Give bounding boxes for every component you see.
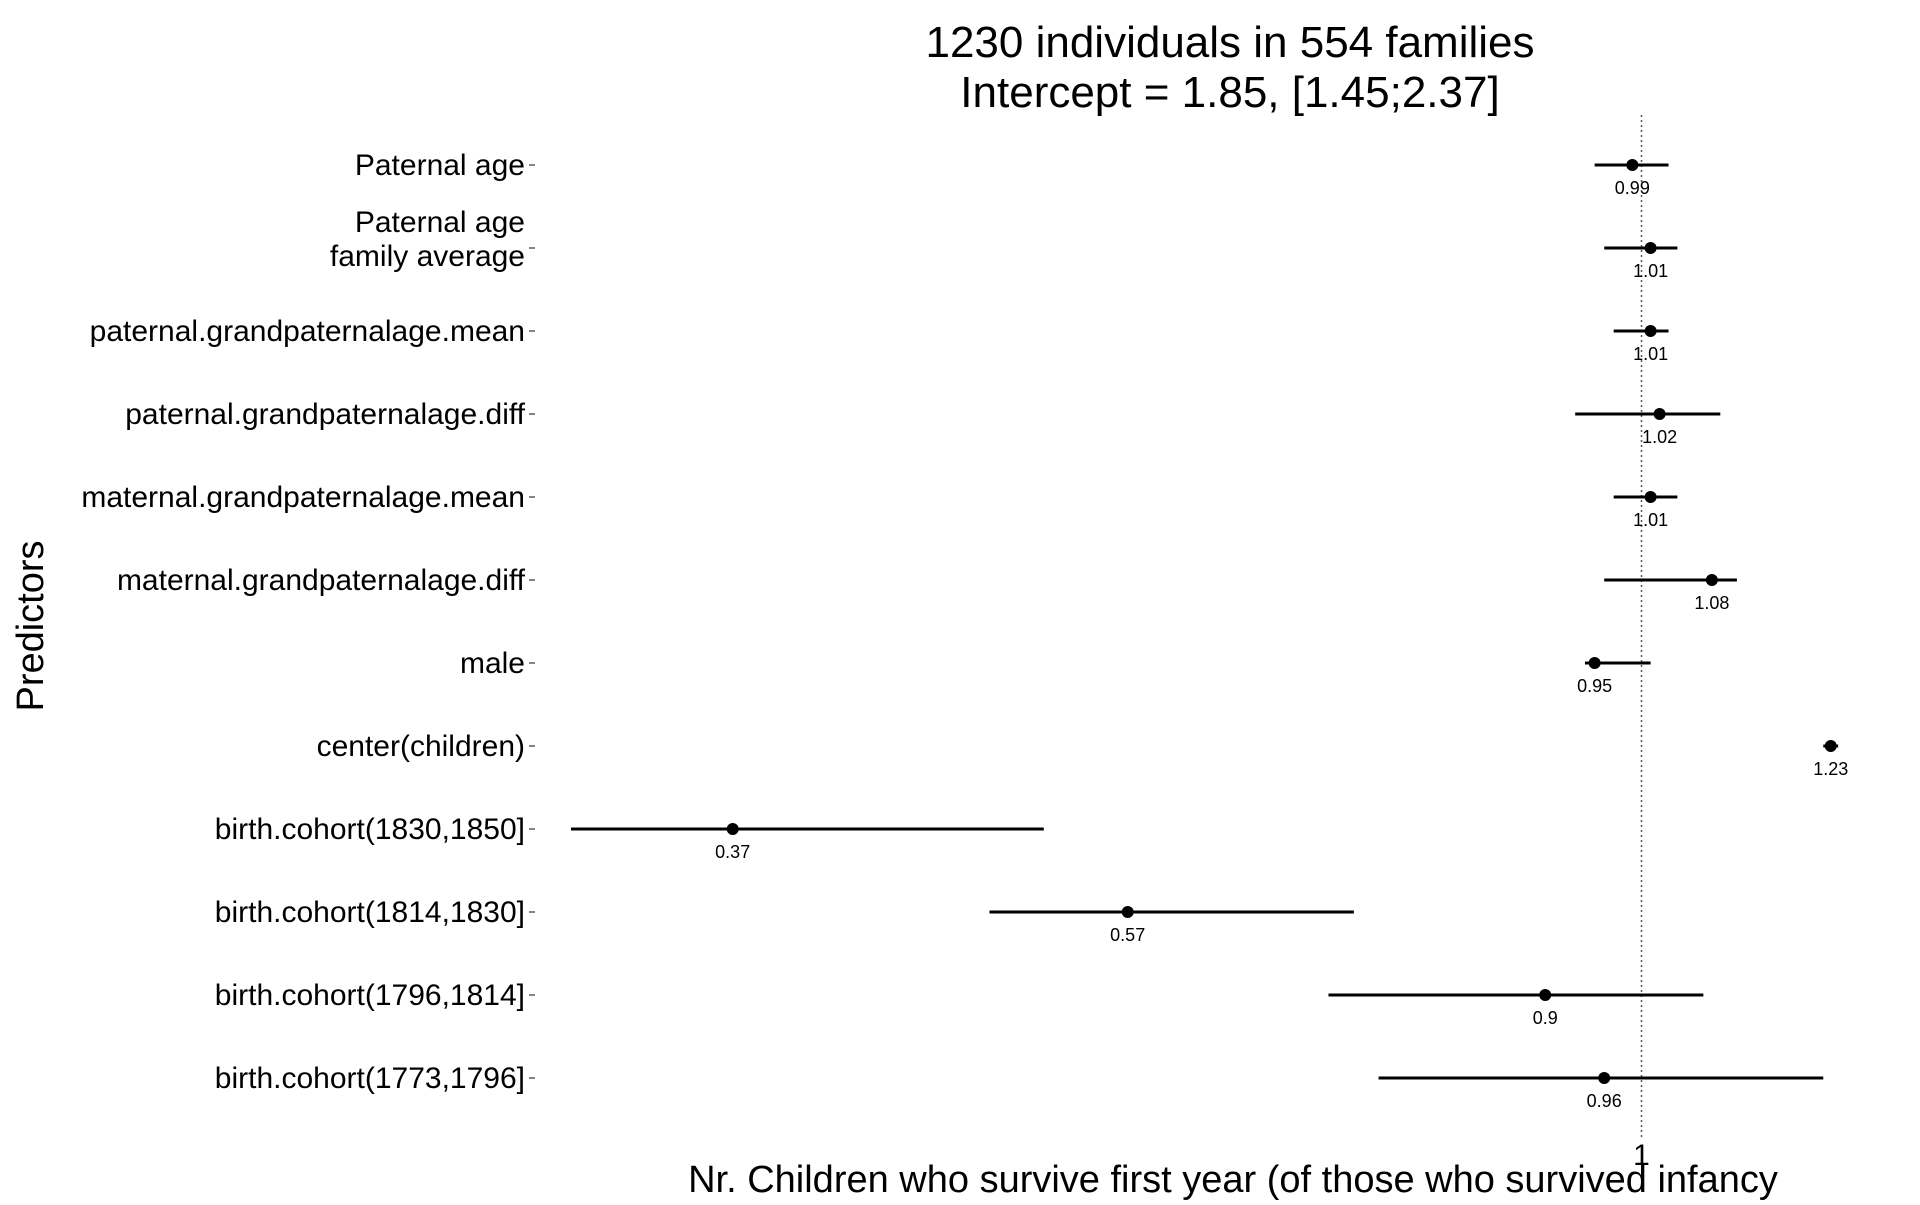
estimate-point-9 [726,823,739,835]
chart-title-line-1: 1230 individuals in 554 families [925,18,1534,67]
predictor-label-7: male [460,647,525,680]
predictor-label-2-line-2: family average [330,240,525,273]
y-axis-title: Predictors [10,540,52,711]
estimate-label-9: 0.37 [715,842,750,862]
predictor-label-11: birth.cohort(1796,1814] [215,979,525,1012]
predictor-label-2-line-1: Paternal age [355,206,525,239]
chart-title-line-2: Intercept = 1.85, [1.45;2.37] [960,68,1499,117]
estimate-label-1: 0.99 [1615,178,1650,198]
predictor-label-1: Paternal age [355,149,525,182]
estimate-label-12: 0.96 [1587,1091,1622,1111]
estimate-label-11: 0.9 [1533,1008,1558,1028]
estimate-label-10: 0.57 [1110,925,1145,945]
predictor-label-4: paternal.grandpaternalage.diff [125,398,525,431]
estimate-point-6 [1705,574,1718,586]
estimate-point-10 [1121,906,1134,918]
predictor-label-9: birth.cohort(1830,1850] [215,813,525,846]
estimate-point-2 [1644,242,1657,254]
estimate-point-4 [1653,408,1666,420]
estimate-point-12 [1598,1072,1611,1084]
estimate-label-3: 1.01 [1633,344,1668,364]
estimate-point-8 [1824,740,1837,752]
predictor-label-8: center(children) [317,730,525,763]
predictor-label-6: maternal.grandpaternalage.diff [117,564,526,597]
estimate-label-6: 1.08 [1694,593,1729,613]
estimate-point-7 [1588,657,1601,669]
estimate-point-5 [1644,491,1657,503]
estimate-label-4: 1.02 [1642,427,1677,447]
predictor-label-3: paternal.grandpaternalage.mean [90,315,525,348]
estimate-label-8: 1.23 [1813,759,1848,779]
estimate-label-2: 1.01 [1633,261,1668,281]
x-tick-label-1: 1 [1633,1139,1650,1172]
predictor-label-12: birth.cohort(1773,1796] [215,1062,525,1095]
estimate-point-11 [1539,989,1552,1001]
estimate-label-7: 0.95 [1577,676,1612,696]
estimate-label-5: 1.01 [1633,510,1668,530]
predictor-label-10: birth.cohort(1814,1830] [215,896,525,929]
estimate-point-3 [1644,325,1657,337]
x-axis-title: Nr. Children who survive first year (of … [688,1159,1778,1200]
estimate-point-1 [1626,159,1639,171]
predictor-label-5: maternal.grandpaternalage.mean [81,481,525,514]
